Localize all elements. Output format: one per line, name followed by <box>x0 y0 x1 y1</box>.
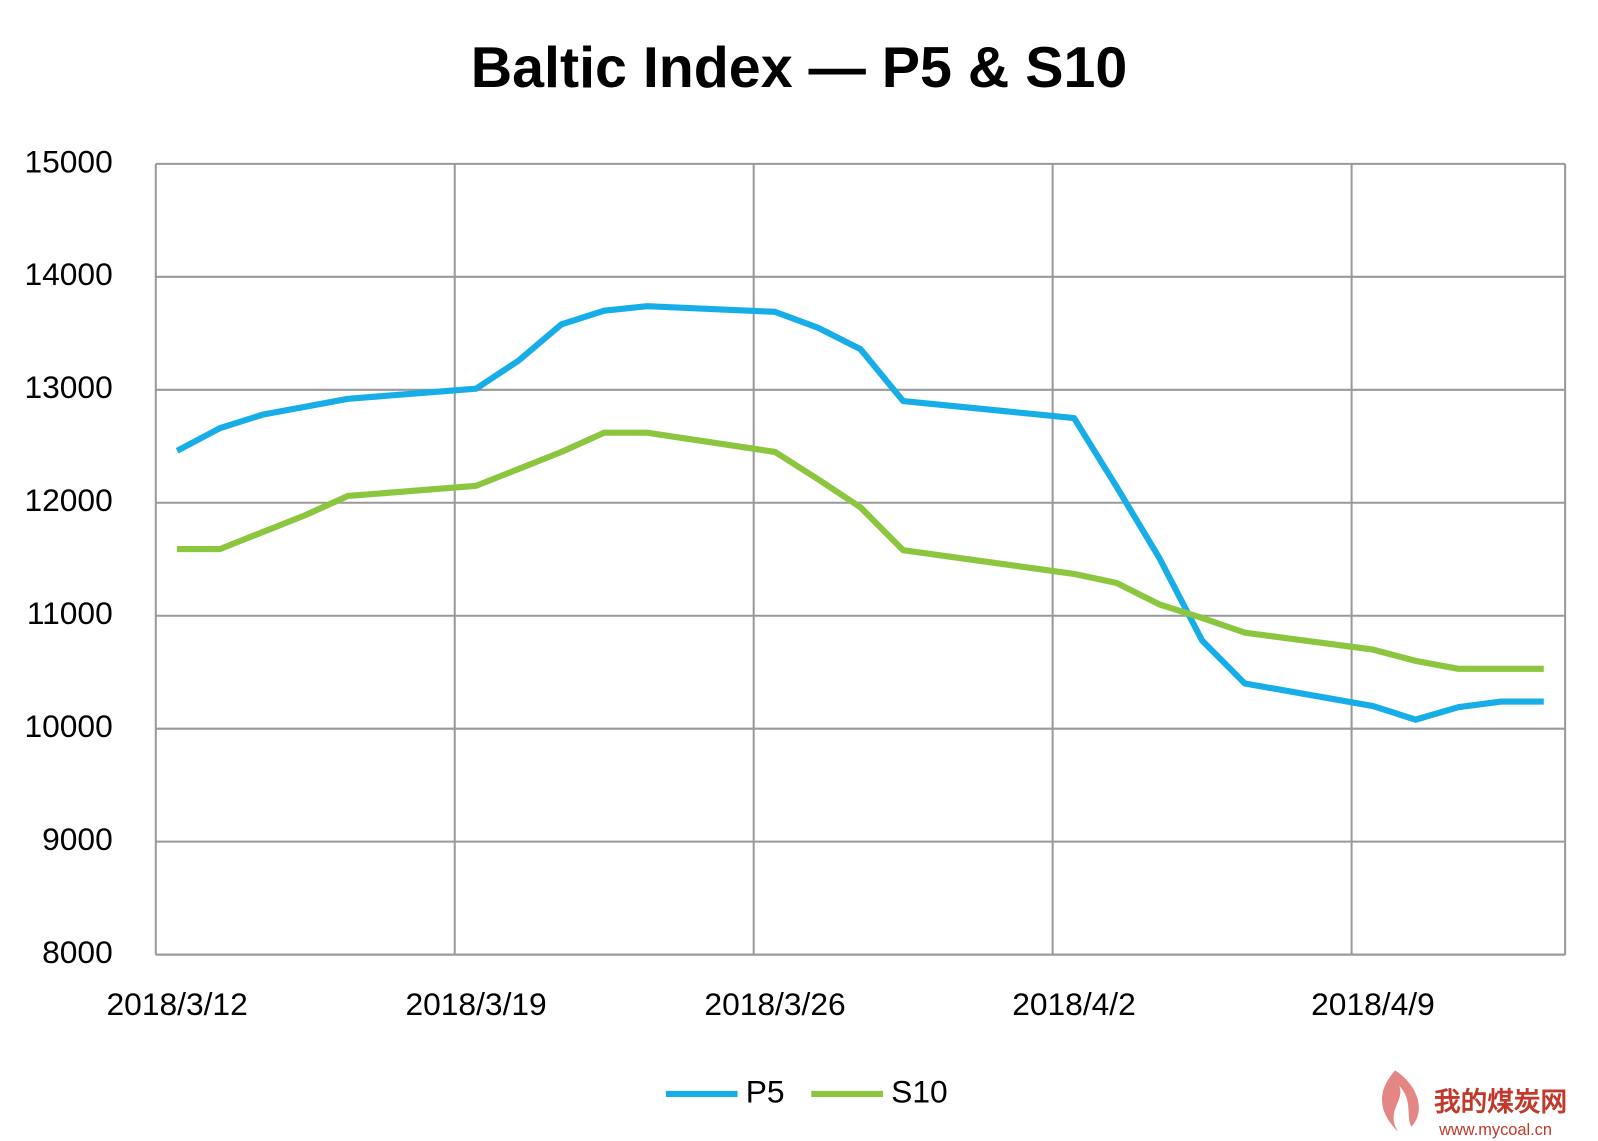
x-tick-label: 2018/4/2 <box>1012 986 1136 1022</box>
y-tick-label: 12000 <box>24 482 112 518</box>
y-tick-label: 11000 <box>27 595 113 631</box>
legend-label: P5 <box>746 1073 785 1109</box>
watermark-url: www.mycoal.cn <box>1438 1121 1552 1139</box>
line-series <box>175 303 1544 723</box>
x-tick-label: 2018/3/12 <box>107 986 248 1022</box>
legend-label: S10 <box>891 1073 948 1109</box>
x-tick-label: 2018/3/26 <box>704 986 845 1022</box>
x-tick-label: 2018/3/19 <box>405 986 546 1022</box>
y-tick-label: 9000 <box>42 821 113 857</box>
y-tick-label: 15000 <box>24 143 112 179</box>
line-series <box>177 429 1544 672</box>
x-tick-label: 2018/4/9 <box>1311 986 1435 1022</box>
chart-title: Baltic Index — P5 & S10 <box>471 36 1128 100</box>
y-tick-label: 14000 <box>24 256 112 292</box>
y-tick-label: 13000 <box>24 369 112 405</box>
watermark: 我的煤炭网 www.mycoal.cn <box>1382 1070 1567 1139</box>
y-tick-label: 8000 <box>42 934 113 970</box>
watermark-name: 我的煤炭网 <box>1434 1087 1567 1117</box>
y-tick-label: 10000 <box>24 708 112 744</box>
watermark-logo <box>1382 1070 1419 1132</box>
